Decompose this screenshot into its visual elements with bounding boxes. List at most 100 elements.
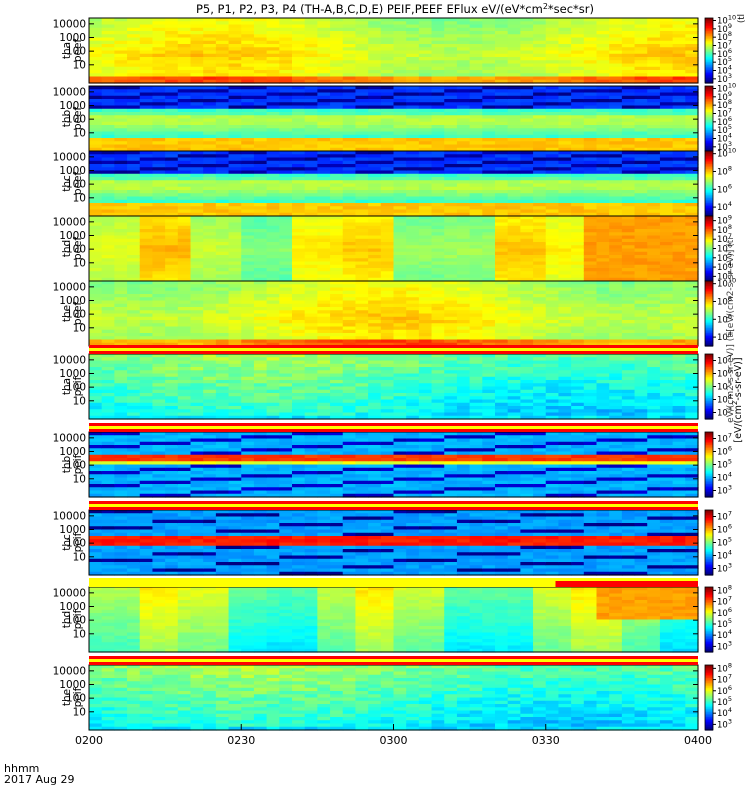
heatmap-cell	[634, 255, 648, 259]
heatmap-cell	[444, 183, 458, 188]
heatmap-cell	[444, 18, 458, 22]
heatmap-cell	[444, 287, 458, 292]
heatmap-cell	[507, 177, 521, 181]
heatmap-cell	[101, 235, 115, 240]
heatmap-cell	[571, 264, 585, 269]
heatmap-cell	[672, 164, 686, 168]
heatmap-cell	[596, 95, 610, 100]
heatmap-cell	[330, 86, 344, 90]
heatmap-cell	[342, 141, 357, 146]
heatmap-cell	[330, 310, 344, 315]
heatmap-cell	[317, 232, 331, 237]
heatmap-cell	[89, 92, 103, 97]
heatmap-cell	[406, 47, 420, 52]
heatmap-cell	[127, 31, 141, 35]
heatmap-cell	[342, 86, 357, 90]
heatmap-cell	[101, 125, 115, 129]
heatmap-cell	[609, 105, 623, 110]
heatmap-cell	[139, 333, 154, 337]
heatmap-cell	[330, 294, 344, 298]
heatmap-cell	[177, 229, 192, 233]
heatmap-cell	[368, 173, 382, 178]
heatmap-cell	[596, 326, 610, 331]
y-tick-label: 100	[66, 46, 86, 58]
heatmap-cell	[444, 60, 458, 65]
heatmap-cell	[114, 196, 128, 201]
heatmap-cell	[190, 248, 204, 253]
heatmap-cell	[469, 222, 483, 227]
heatmap-cell	[685, 199, 699, 204]
heatmap-cell	[545, 167, 560, 172]
heatmap-cell	[177, 34, 192, 39]
heatmap-cell	[241, 131, 255, 136]
heatmap-cell	[406, 193, 420, 198]
heatmap-cell	[279, 287, 293, 292]
heatmap-cell	[482, 225, 496, 230]
heatmap-cell	[368, 339, 382, 344]
heatmap-cell	[292, 66, 306, 71]
heatmap-cell	[177, 102, 192, 107]
heatmap-cell	[228, 47, 242, 52]
heatmap-cell	[495, 138, 509, 142]
heatmap-cell	[304, 277, 318, 282]
heatmap-cell	[380, 27, 395, 32]
heatmap-cell	[139, 193, 154, 198]
heatmap-cell	[190, 222, 204, 227]
heatmap-cell	[495, 70, 509, 74]
heatmap-cell	[469, 203, 483, 207]
colorbar-step	[705, 32, 713, 35]
heatmap-cell	[342, 297, 357, 302]
heatmap-cell	[609, 313, 623, 318]
heatmap-cell	[330, 284, 344, 289]
heatmap-cell	[253, 294, 268, 298]
heatmap-cell	[89, 307, 103, 311]
heatmap-cell	[596, 79, 610, 84]
heatmap-cell	[571, 248, 585, 253]
heatmap-cell	[165, 219, 179, 224]
heatmap-cell	[355, 157, 369, 162]
heatmap-cell	[342, 157, 357, 162]
heatmap-cell	[621, 89, 636, 94]
heatmap-cell	[89, 128, 103, 133]
heatmap-cell	[545, 60, 560, 65]
heatmap-cell	[190, 300, 204, 305]
heatmap-cell	[469, 261, 483, 266]
heatmap-cell	[685, 21, 699, 26]
heatmap-cell	[533, 99, 547, 103]
heatmap-cell	[114, 303, 128, 308]
heatmap-cell	[114, 167, 128, 172]
heatmap-cell	[165, 333, 179, 337]
heatmap-cell	[507, 225, 521, 230]
heatmap-cell	[533, 177, 547, 181]
heatmap-cell	[533, 31, 547, 35]
heatmap-cell	[215, 21, 230, 26]
heatmap-cell	[139, 160, 154, 165]
heatmap-cell	[444, 333, 458, 337]
heatmap-cell	[342, 281, 357, 285]
heatmap-cell	[215, 193, 230, 198]
heatmap-cell	[317, 115, 331, 120]
heatmap-cell	[292, 37, 306, 42]
heatmap-cell	[203, 40, 217, 45]
heatmap-cell	[571, 27, 585, 32]
colorbar-step	[705, 263, 713, 266]
heatmap-cell	[139, 92, 154, 97]
heatmap-cell	[114, 320, 128, 324]
heatmap-cell	[583, 287, 598, 292]
heatmap-cell	[139, 261, 154, 266]
heatmap-cell	[165, 329, 179, 334]
heatmap-cell	[253, 229, 268, 233]
heatmap-cell	[469, 105, 483, 110]
heatmap-cell	[304, 261, 318, 266]
heatmap-cell	[228, 248, 242, 253]
heatmap-cell	[406, 225, 420, 230]
heatmap-cell	[495, 79, 509, 84]
heatmap-cell	[571, 108, 585, 113]
heatmap-cell	[596, 342, 610, 347]
heatmap-cell	[431, 336, 445, 341]
colorbar-step	[705, 259, 713, 263]
heatmap-cell	[203, 138, 217, 142]
heatmap-cell	[342, 235, 357, 240]
heatmap-cell	[342, 209, 357, 214]
